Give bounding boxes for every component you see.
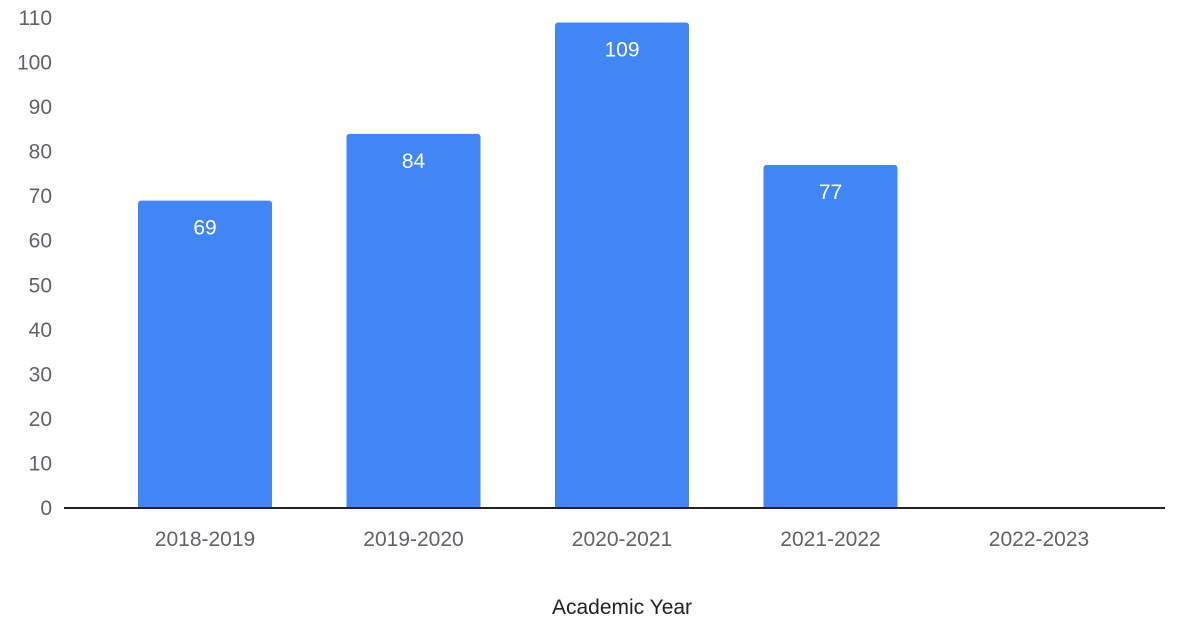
x-category-label: 2022-2023 <box>989 528 1089 551</box>
x-category-label: 2018-2019 <box>155 528 255 551</box>
x-axis-title: Academic Year <box>552 596 692 619</box>
y-tick-label: 10 <box>29 452 52 475</box>
bar-data-label: 84 <box>402 150 426 173</box>
bar-base <box>555 504 689 508</box>
bar-base <box>763 504 898 508</box>
bar-data-label: 69 <box>193 217 216 240</box>
y-tick-label: 50 <box>29 274 52 297</box>
x-category-label: 2020-2021 <box>572 528 672 551</box>
y-tick-label: 60 <box>29 230 52 253</box>
bar-base <box>138 504 272 508</box>
bar <box>346 133 481 508</box>
y-tick-label: 100 <box>17 52 52 75</box>
bar <box>138 200 272 509</box>
x-category-label: 2019-2020 <box>363 528 463 551</box>
y-tick-label: 90 <box>29 96 52 119</box>
bar-data-label: 109 <box>604 38 639 61</box>
y-tick-label: 80 <box>29 141 52 164</box>
y-tick-label: 30 <box>29 363 52 386</box>
y-tick-label: 40 <box>29 319 52 342</box>
bar <box>763 165 898 508</box>
y-tick-label: 110 <box>19 7 52 30</box>
bar <box>555 22 689 508</box>
bar-series <box>138 22 898 509</box>
x-category-label: 2021-2022 <box>780 528 880 551</box>
bar-data-label: 77 <box>819 181 842 204</box>
x-axis-ticks: 2018-2019 2019-2020 2020-2021 2021-2022 2022… <box>155 528 1089 551</box>
bar-base <box>346 504 481 508</box>
y-tick-label: 0 <box>40 497 52 520</box>
y-axis-ticks: 0 10 20 30 40 50 60 70 80 90 100 110 <box>17 7 52 520</box>
y-tick-label: 70 <box>29 185 52 208</box>
bar-data-labels: 69 84 109 77 <box>193 38 842 239</box>
y-tick-label: 20 <box>29 408 52 431</box>
